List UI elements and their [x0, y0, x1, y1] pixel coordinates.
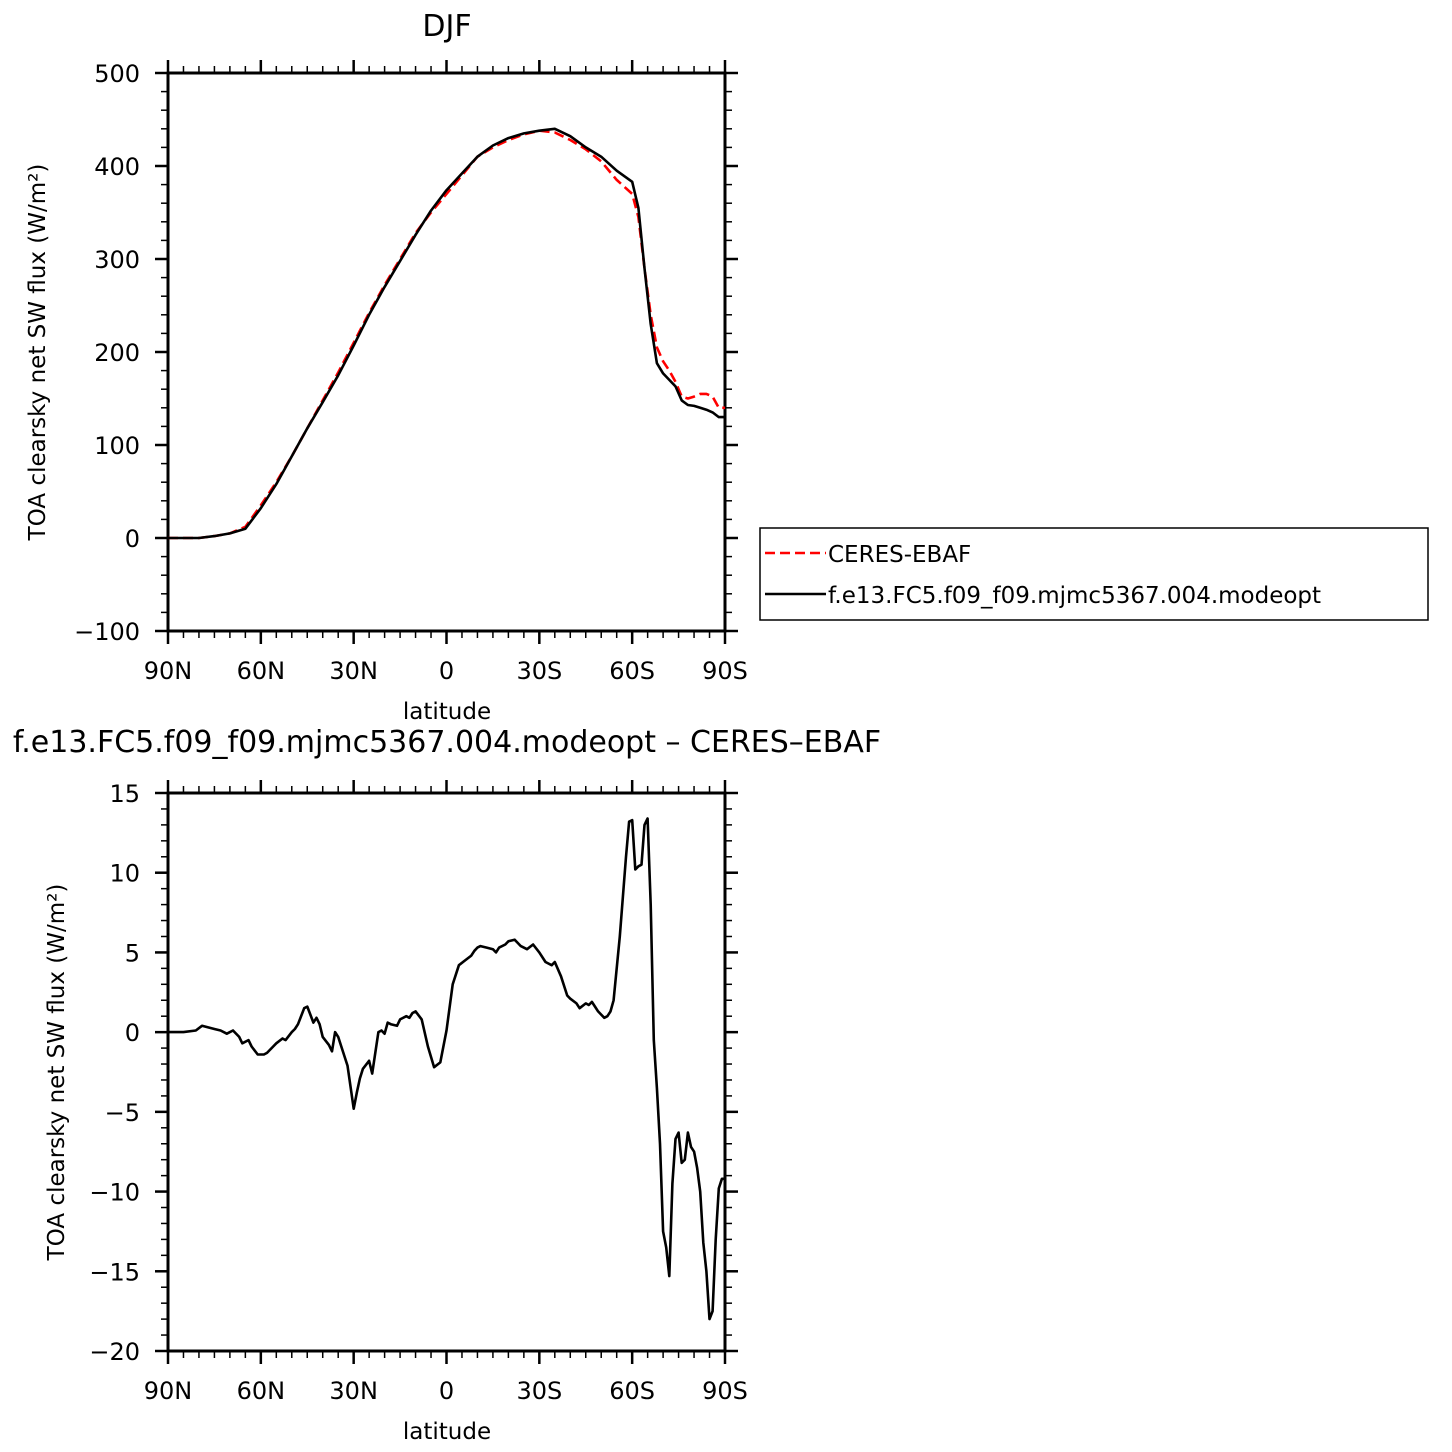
bottom-panel-title: f.e13.FC5.f09_f09.mjmc5367.004.modeopt –…	[13, 725, 881, 760]
legend-label-model: f.e13.FC5.f09_f09.mjmc5367.004.modeopt	[828, 583, 1321, 609]
bottom-x-axis-label: latitude	[403, 1419, 491, 1445]
y-tick-label: −15	[89, 1258, 140, 1286]
legend: CERES-EBAF f.e13.FC5.f09_f09.mjmc5367.00…	[759, 527, 1429, 621]
top-plot-frame	[166, 71, 727, 633]
y-tick-label: −5	[105, 1099, 140, 1127]
top-series-lines	[168, 127, 725, 540]
top-panel-title: DJF	[422, 9, 471, 44]
y-tick-label: −100	[74, 618, 140, 646]
top-axis-ticks: 90N 60N 30N 0 30S 60S 90S −100 0 100 200 300 400 500	[74, 60, 748, 685]
bottom-axis-ticks: 90N 60N 30N 0 30S 60S 90S −20 −15 −10 −5 0 5 10 15	[89, 780, 748, 1405]
y-tick-label: 15	[109, 780, 140, 808]
y-tick-label: 0	[125, 525, 140, 553]
bottom-series-lines	[168, 817, 725, 1321]
x-tick-label: 30N	[329, 657, 378, 685]
x-tick-label: 60S	[609, 1377, 655, 1405]
y-tick-label: −20	[89, 1338, 140, 1366]
y-tick-label: 100	[94, 432, 140, 460]
x-tick-label: 0	[439, 657, 454, 685]
bottom-y-axis-label: TOA clearsky net SW flux (W/m²)	[44, 884, 70, 1262]
series-line-ceres-ebaf	[168, 129, 725, 540]
y-tick-label: 200	[94, 339, 140, 367]
y-tick-label: 5	[125, 939, 140, 967]
x-tick-label: 60N	[237, 1377, 286, 1405]
y-tick-label: 0	[125, 1019, 140, 1047]
top-y-axis-label: TOA clearsky net SW flux (W/m²)	[25, 164, 51, 542]
x-tick-label: 30S	[516, 657, 562, 685]
top-panel: DJF 90N 60N 30N 0 30S 60S 90S −100 0 100 200 300 400…	[25, 9, 1429, 725]
x-tick-label: 90S	[702, 1377, 748, 1405]
top-x-axis-label: latitude	[403, 699, 491, 725]
x-tick-label: 0	[439, 1377, 454, 1405]
x-tick-label: 60S	[609, 657, 655, 685]
series-line-f-e13-fc5-f09-f09-mjmc5367-004-modeopt	[168, 127, 725, 540]
x-tick-label: 60N	[237, 657, 286, 685]
legend-label-ceres: CERES-EBAF	[828, 542, 971, 568]
legend-box	[759, 527, 1429, 621]
y-tick-label: 300	[94, 246, 140, 274]
x-tick-label: 30N	[329, 1377, 378, 1405]
x-tick-label: 30S	[516, 1377, 562, 1405]
y-tick-label: 500	[94, 60, 140, 88]
x-tick-label: 90N	[144, 1377, 193, 1405]
y-tick-label: 10	[109, 860, 140, 888]
x-tick-label: 90N	[144, 657, 193, 685]
series-line-difference	[168, 817, 725, 1321]
bottom-plot-frame	[166, 791, 727, 1353]
bottom-panel: f.e13.FC5.f09_f09.mjmc5367.004.modeopt –…	[13, 725, 881, 1445]
x-tick-label: 90S	[702, 657, 748, 685]
y-tick-label: −10	[89, 1179, 140, 1207]
y-tick-label: 400	[94, 153, 140, 181]
